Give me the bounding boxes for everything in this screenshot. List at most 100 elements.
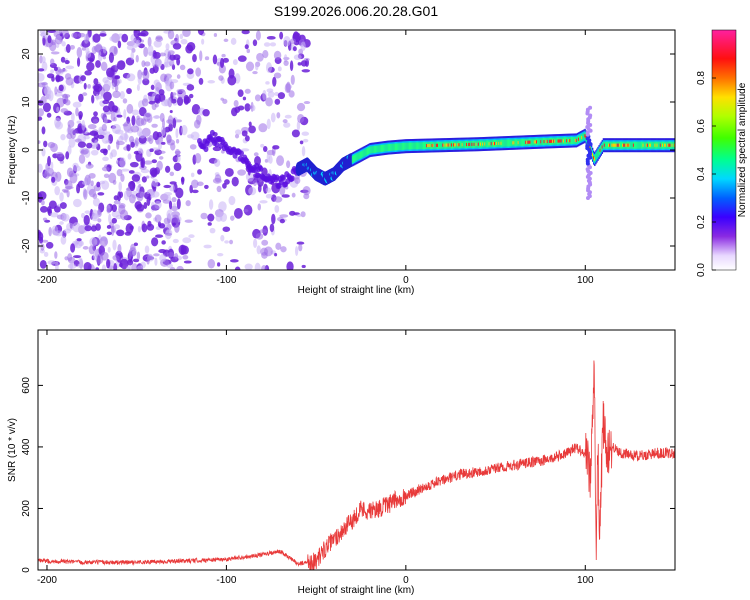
spectrogram-noise-blob	[241, 130, 248, 137]
spectrogram-noise-blob	[111, 204, 117, 212]
spectrogram-track-core	[664, 143, 666, 147]
spectrogram-noise-blob	[260, 264, 267, 270]
spectrogram-track-band	[518, 139, 521, 147]
spectrogram-noise-blob	[65, 77, 74, 86]
spectrogram-noise-blob	[296, 213, 302, 218]
spectrogram-track-core	[457, 143, 459, 147]
spectrogram-track-band	[433, 141, 436, 149]
spectrogram-noise-blob	[119, 133, 129, 141]
spectrogram-noise-blob	[273, 50, 282, 61]
spectrogram-noise-blob	[69, 172, 78, 184]
spectrogram-track-band	[507, 139, 510, 147]
spectrogram-noise-blob	[156, 131, 163, 138]
spectrogram-track-band	[368, 147, 370, 155]
spectrogram-track-core	[477, 142, 480, 146]
spectrogram-track-band	[544, 138, 546, 146]
spectrogram-noise-blob	[259, 200, 268, 204]
spectrogram-noise-blob	[297, 62, 302, 66]
spectrogram-track-band	[434, 141, 437, 149]
spectrogram-track-band	[607, 141, 609, 149]
spectrogram-track-core	[601, 145, 604, 149]
spectrogram-noise-blob	[255, 232, 264, 240]
spectrogram-noise-blob	[228, 195, 236, 206]
spectrogram-track-band	[370, 146, 372, 154]
spectrogram-noise-blob	[61, 213, 70, 222]
spectrogram-noise-blob	[288, 90, 295, 98]
spectrogram-track-core	[543, 139, 545, 144]
spectrogram-ytick-label: 20	[21, 48, 32, 60]
spectrogram-noise-blob	[43, 85, 50, 95]
spectrogram-noise-blob	[113, 46, 118, 55]
spectrogram-noise-blob	[46, 206, 52, 214]
spectrogram-noise-blob	[155, 36, 164, 42]
spectrogram-noise-blob	[99, 33, 107, 37]
spectrogram-noise-blob	[133, 30, 141, 38]
spectrogram-noise-blob	[284, 114, 292, 119]
spectrogram-noise-blob	[244, 88, 251, 94]
spectrogram-track-band	[419, 142, 422, 150]
spectrogram-noise-blob	[64, 99, 71, 106]
spectrogram-noise-blob	[47, 35, 52, 44]
spectrogram-noise-blob	[172, 202, 176, 208]
spectrogram-noise-blob	[64, 60, 70, 65]
spectrogram-track-band	[414, 142, 416, 150]
spectrogram-noise-blob	[39, 206, 48, 213]
spectrogram-track-band	[411, 142, 413, 150]
spectrogram-track-band	[398, 143, 400, 151]
spectrogram-noise-blob	[43, 251, 49, 257]
spectrogram-track-band	[672, 141, 675, 149]
spectrogram-noise-blob	[216, 252, 224, 257]
spectrogram-noise-blob	[286, 160, 291, 169]
spectrogram-track-band	[407, 142, 410, 150]
spectrogram-track-core	[591, 153, 594, 157]
spectrogram-noise-blob	[57, 69, 65, 73]
spectrogram-track-core	[471, 142, 473, 146]
spectrogram-noise-blob	[130, 141, 135, 148]
spectrogram-noise-blob	[202, 108, 210, 117]
spectrogram-noise-blob	[262, 50, 269, 59]
spectrogram-track-band	[651, 141, 653, 149]
spectrogram-track-band	[355, 154, 357, 162]
snr-ytick-label: 600	[21, 377, 32, 394]
spectrogram-noise-blob	[301, 264, 306, 269]
spectrogram-noise-blob	[160, 73, 168, 83]
spectrogram-track-band	[396, 143, 398, 151]
spectrogram-track-band	[425, 142, 427, 150]
spectrogram-track-band	[542, 138, 544, 146]
spectrogram-track-core	[632, 143, 635, 147]
spectrogram-track-band	[600, 145, 602, 153]
spectrogram-noise-blob	[47, 260, 56, 265]
spectrogram-noise-blob	[111, 105, 119, 113]
spectrogram-track-band	[418, 142, 421, 150]
spectrogram-noise-blob	[148, 134, 154, 145]
spectrogram-track-band	[643, 141, 646, 149]
spectrogram-track-band	[372, 146, 374, 154]
spectrogram-noise-blob	[131, 115, 136, 126]
spectrogram-noise-blob	[116, 60, 126, 71]
spectrogram-noise-blob	[95, 93, 99, 101]
spectrogram-noise-blob	[244, 135, 250, 142]
spectrogram-noise-blob	[90, 180, 94, 187]
spectrogram-track-core	[673, 143, 675, 147]
spectrogram-track-band	[629, 141, 632, 149]
spectrogram-noise-blob	[56, 106, 60, 113]
spectrogram-noise-blob	[81, 46, 87, 51]
spectrogram-track-core	[654, 143, 656, 147]
spectrogram-track-band	[474, 140, 477, 148]
spectrogram-noise-blob	[38, 108, 44, 117]
spectrogram-track-band	[354, 154, 356, 162]
spectrogram-noise-blob	[265, 62, 273, 73]
spectrogram-track-band	[440, 141, 442, 149]
spectrogram-noise-blob	[38, 191, 47, 201]
spectrogram-noise-blob	[272, 76, 277, 87]
spectrogram-noise-blob	[76, 47, 83, 58]
spectrogram-noise-blob	[189, 144, 197, 150]
spectrogram-track-band	[384, 144, 386, 152]
spectrogram-noise-blob	[106, 131, 111, 135]
spectrogram-noise-blob	[158, 150, 166, 154]
spectrogram-noise-blob	[217, 262, 221, 267]
spectrogram-track-band	[438, 141, 440, 149]
spectrogram-track-band	[404, 142, 407, 150]
spectrogram-noise-blob	[174, 150, 182, 155]
spectrogram-noise-blob	[50, 212, 59, 218]
